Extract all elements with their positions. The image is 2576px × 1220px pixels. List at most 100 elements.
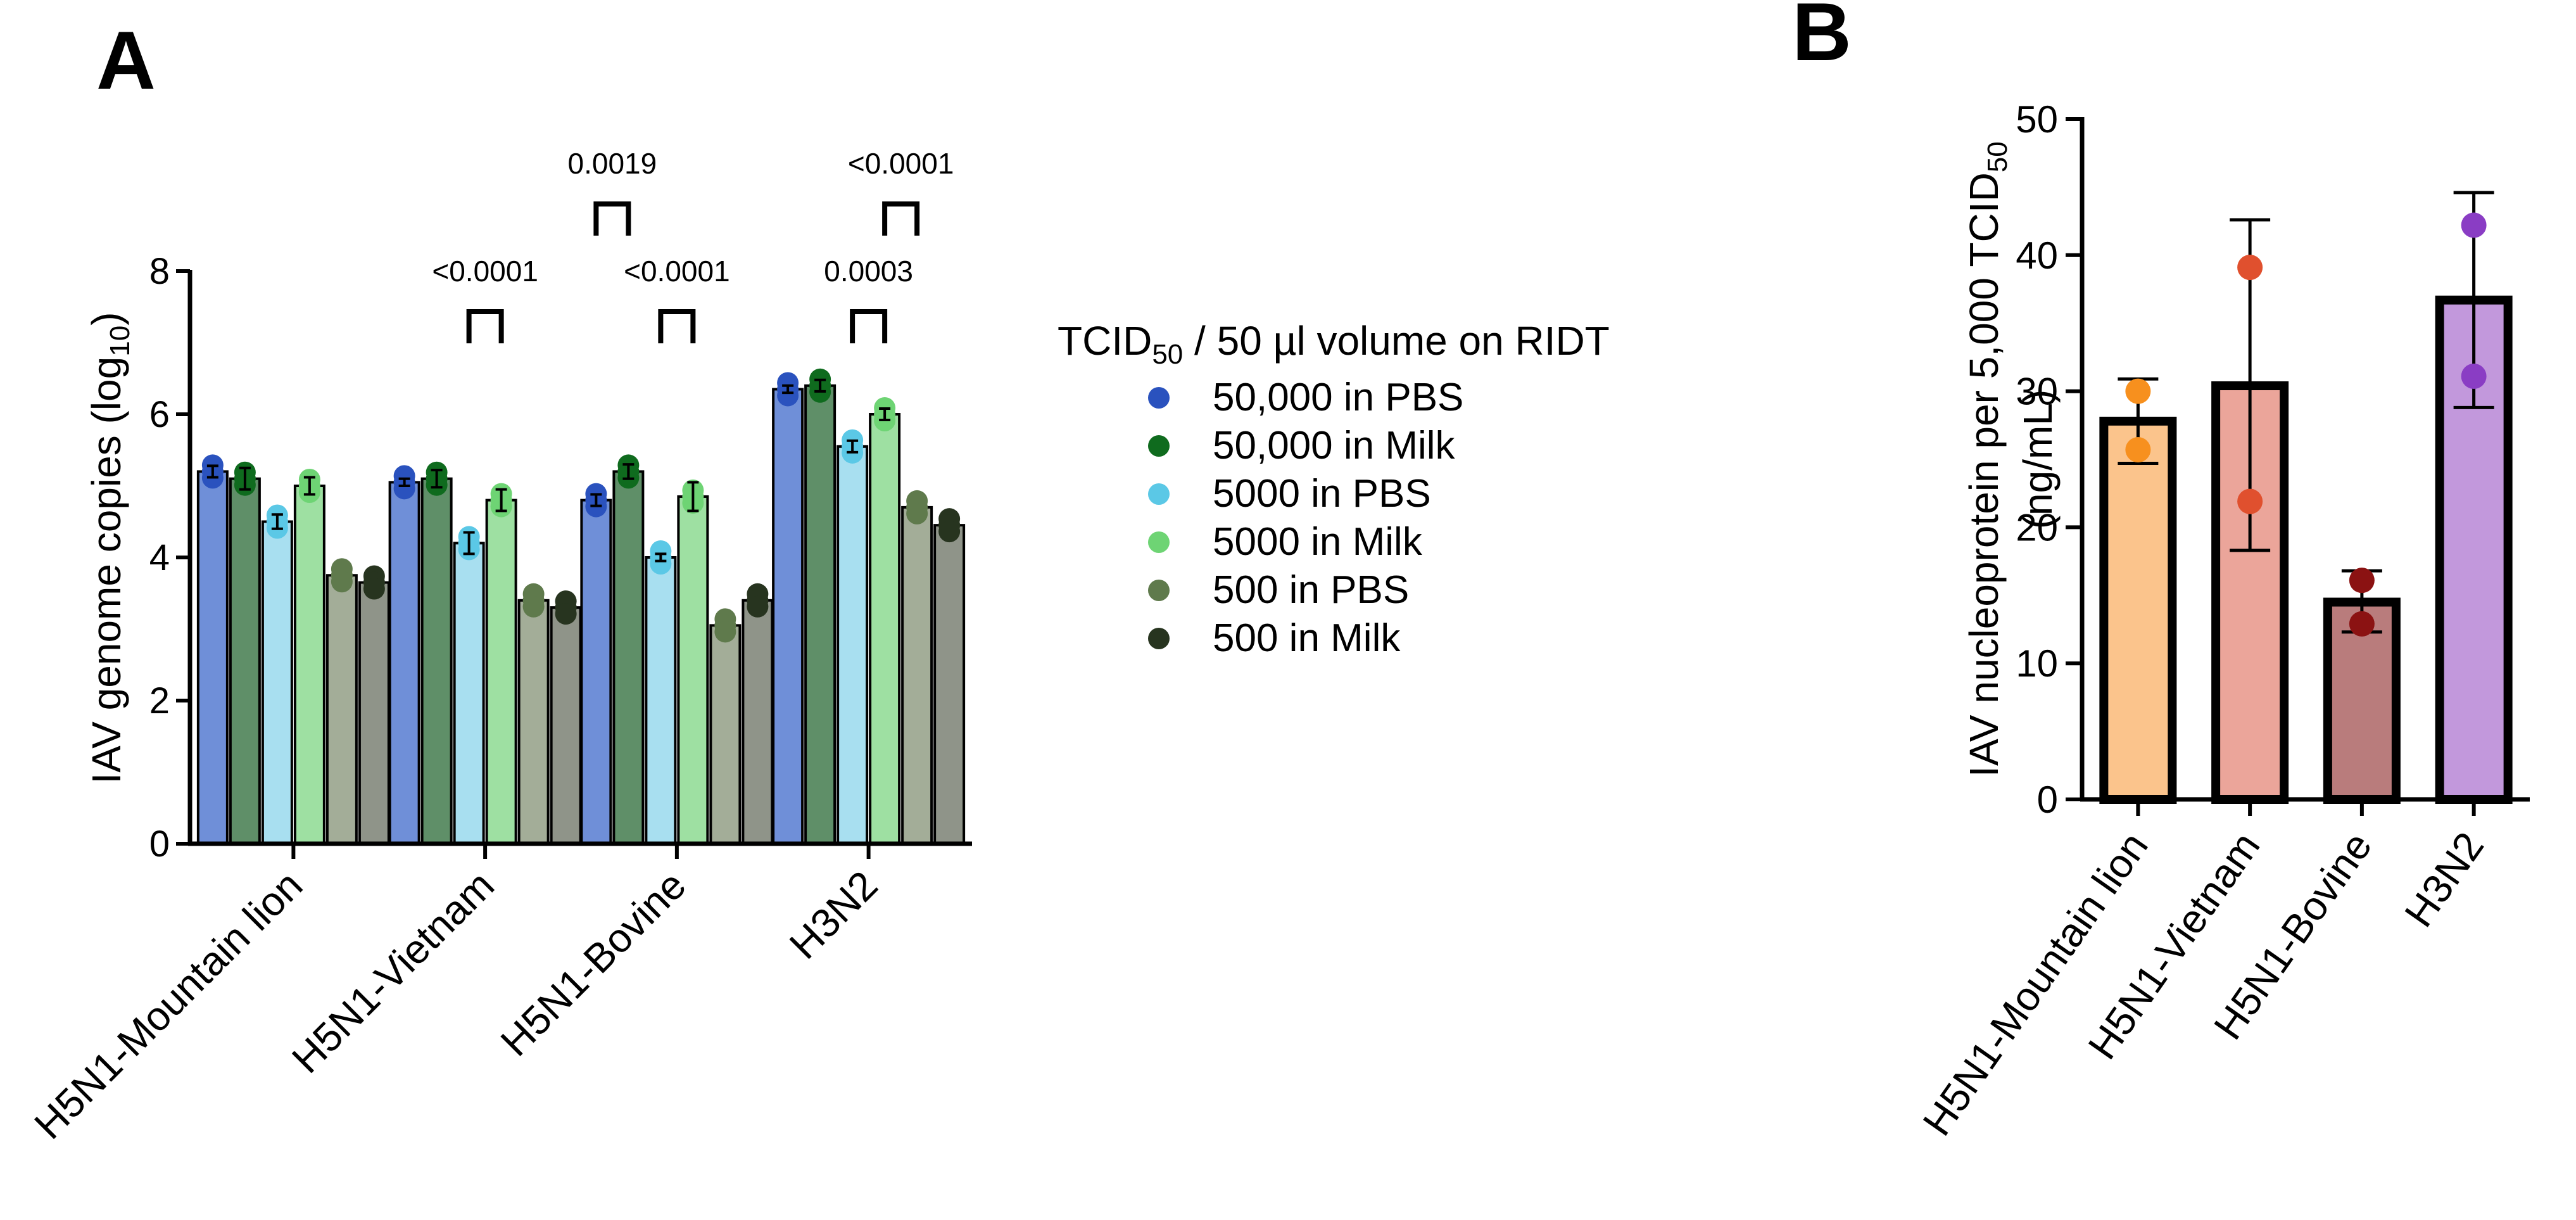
chart-b-y-label-main: IAV nucleoprotein per 5,000 TCID [1961,172,2007,777]
bar [933,524,966,846]
legend-title-sub: 50 [1152,339,1183,370]
legend-label: 50,000 in PBS [1213,376,1463,419]
legend-marker [1148,628,1170,649]
legend-marker [1148,435,1170,457]
legend-title: TCID50 / 50 µl volume on RIDT [1058,318,1610,370]
bar [485,499,517,845]
y-tick-label: 0 [2037,778,2058,821]
legend-marker [1148,387,1170,409]
chart-a-y-label-main: IAV genome copies (log [84,357,129,784]
data-point [650,553,672,575]
data-point [2125,436,2151,462]
significance-bracket [593,201,631,236]
data-point [2237,255,2263,281]
y-tick-label: 20 [2016,506,2058,549]
bar [261,520,293,845]
legend-marker [1148,483,1170,505]
legend-title-main: TCID [1058,318,1152,364]
data-point [2461,212,2487,238]
bar [453,542,485,846]
chart-a: IAV genome copies (log10) TCID50 / 50 µl… [25,147,1609,1148]
bar [869,413,901,845]
y-tick-label: 8 [149,251,170,292]
bar [293,485,325,845]
data-point [522,595,545,618]
bar [388,481,420,845]
bar [325,574,358,845]
chart-a-y-label: IAV genome copies (log10) [84,312,136,784]
p-value-label: 0.0003 [824,255,913,288]
bar [901,505,933,845]
p-value-label: <0.0001 [432,255,538,288]
legend-title-tail: / 50 µl volume on RIDT [1183,318,1610,364]
y-tick-label: 30 [2016,371,2058,413]
data-point [331,571,353,593]
bar [229,477,261,845]
chart-b-y-label-line2: (ng/mL) [2015,390,2061,530]
data-point [747,595,769,618]
legend-label: 50,000 in Milk [1213,424,1456,467]
data-point [555,603,577,625]
p-value-label: <0.0001 [624,255,730,288]
chart-b-y-label: IAV nucleoprotein per 5,000 TCID50 [1961,141,2013,777]
p-value-label: 0.0019 [568,147,657,180]
bar [358,581,390,845]
y-tick-label: 50 [2016,98,2058,141]
legend-marker [1148,531,1170,553]
chart-b: IAV nucleoprotein per 5,000 TCID50 (ng/m… [1914,98,2530,1143]
x-tick-label: H5N1-Mountain lion [25,862,311,1148]
y-tick-label: 10 [2016,642,2058,685]
data-point [2349,611,2375,637]
bar [2099,416,2177,804]
data-point [714,621,736,643]
bar [837,445,869,845]
bar [612,470,645,845]
bar [645,556,677,845]
y-tick-label: 2 [149,680,170,721]
significance-bracket [658,309,696,343]
bar [550,606,582,845]
data-point [363,578,385,600]
bar [196,470,229,845]
chart-b-y-label-sub: 50 [1982,141,2013,172]
p-value-label: <0.0001 [848,147,954,180]
bar [742,599,774,845]
data-point [938,521,961,543]
legend-label: 500 in PBS [1213,568,1409,612]
y-tick-label: 4 [149,537,170,578]
bar [804,384,837,845]
bar [709,624,742,845]
y-tick-label: 0 [149,823,170,865]
chart-a-y-label-sub: 10 [104,326,136,357]
significance-bracket [850,309,888,343]
data-point [393,478,415,500]
data-point [2237,488,2263,514]
legend-label: 5000 in Milk [1213,520,1423,564]
x-tick-label: H5N1-Bovine [492,862,695,1065]
legend-label: 500 in Milk [1213,616,1401,660]
chart-a-y-label-tail: ) [84,312,129,325]
x-tick-label: H3N2 [781,862,887,968]
legend-label: 5000 in PBS [1213,472,1431,516]
x-tick-label: H3N2 [2396,824,2492,935]
bar [677,495,709,845]
data-point [906,502,928,524]
panel-a-label: A [96,14,156,106]
y-tick-label: 40 [2016,234,2058,277]
bar [772,388,804,845]
x-tick-label: H5N1-Vietnam [283,862,503,1082]
y-tick-label: 6 [149,394,170,435]
data-point [2125,378,2151,404]
bar [580,499,612,845]
bar [517,599,550,845]
legend-marker [1148,580,1170,601]
panel-b-label: B [1792,0,1852,78]
bar [420,477,453,845]
data-point [777,384,799,407]
significance-bracket [882,201,920,236]
chart-a-legend: TCID50 / 50 µl volume on RIDT 50,000 in … [1058,318,1610,660]
data-point [2349,568,2375,594]
significance-bracket [466,309,504,343]
data-point [2461,363,2487,389]
